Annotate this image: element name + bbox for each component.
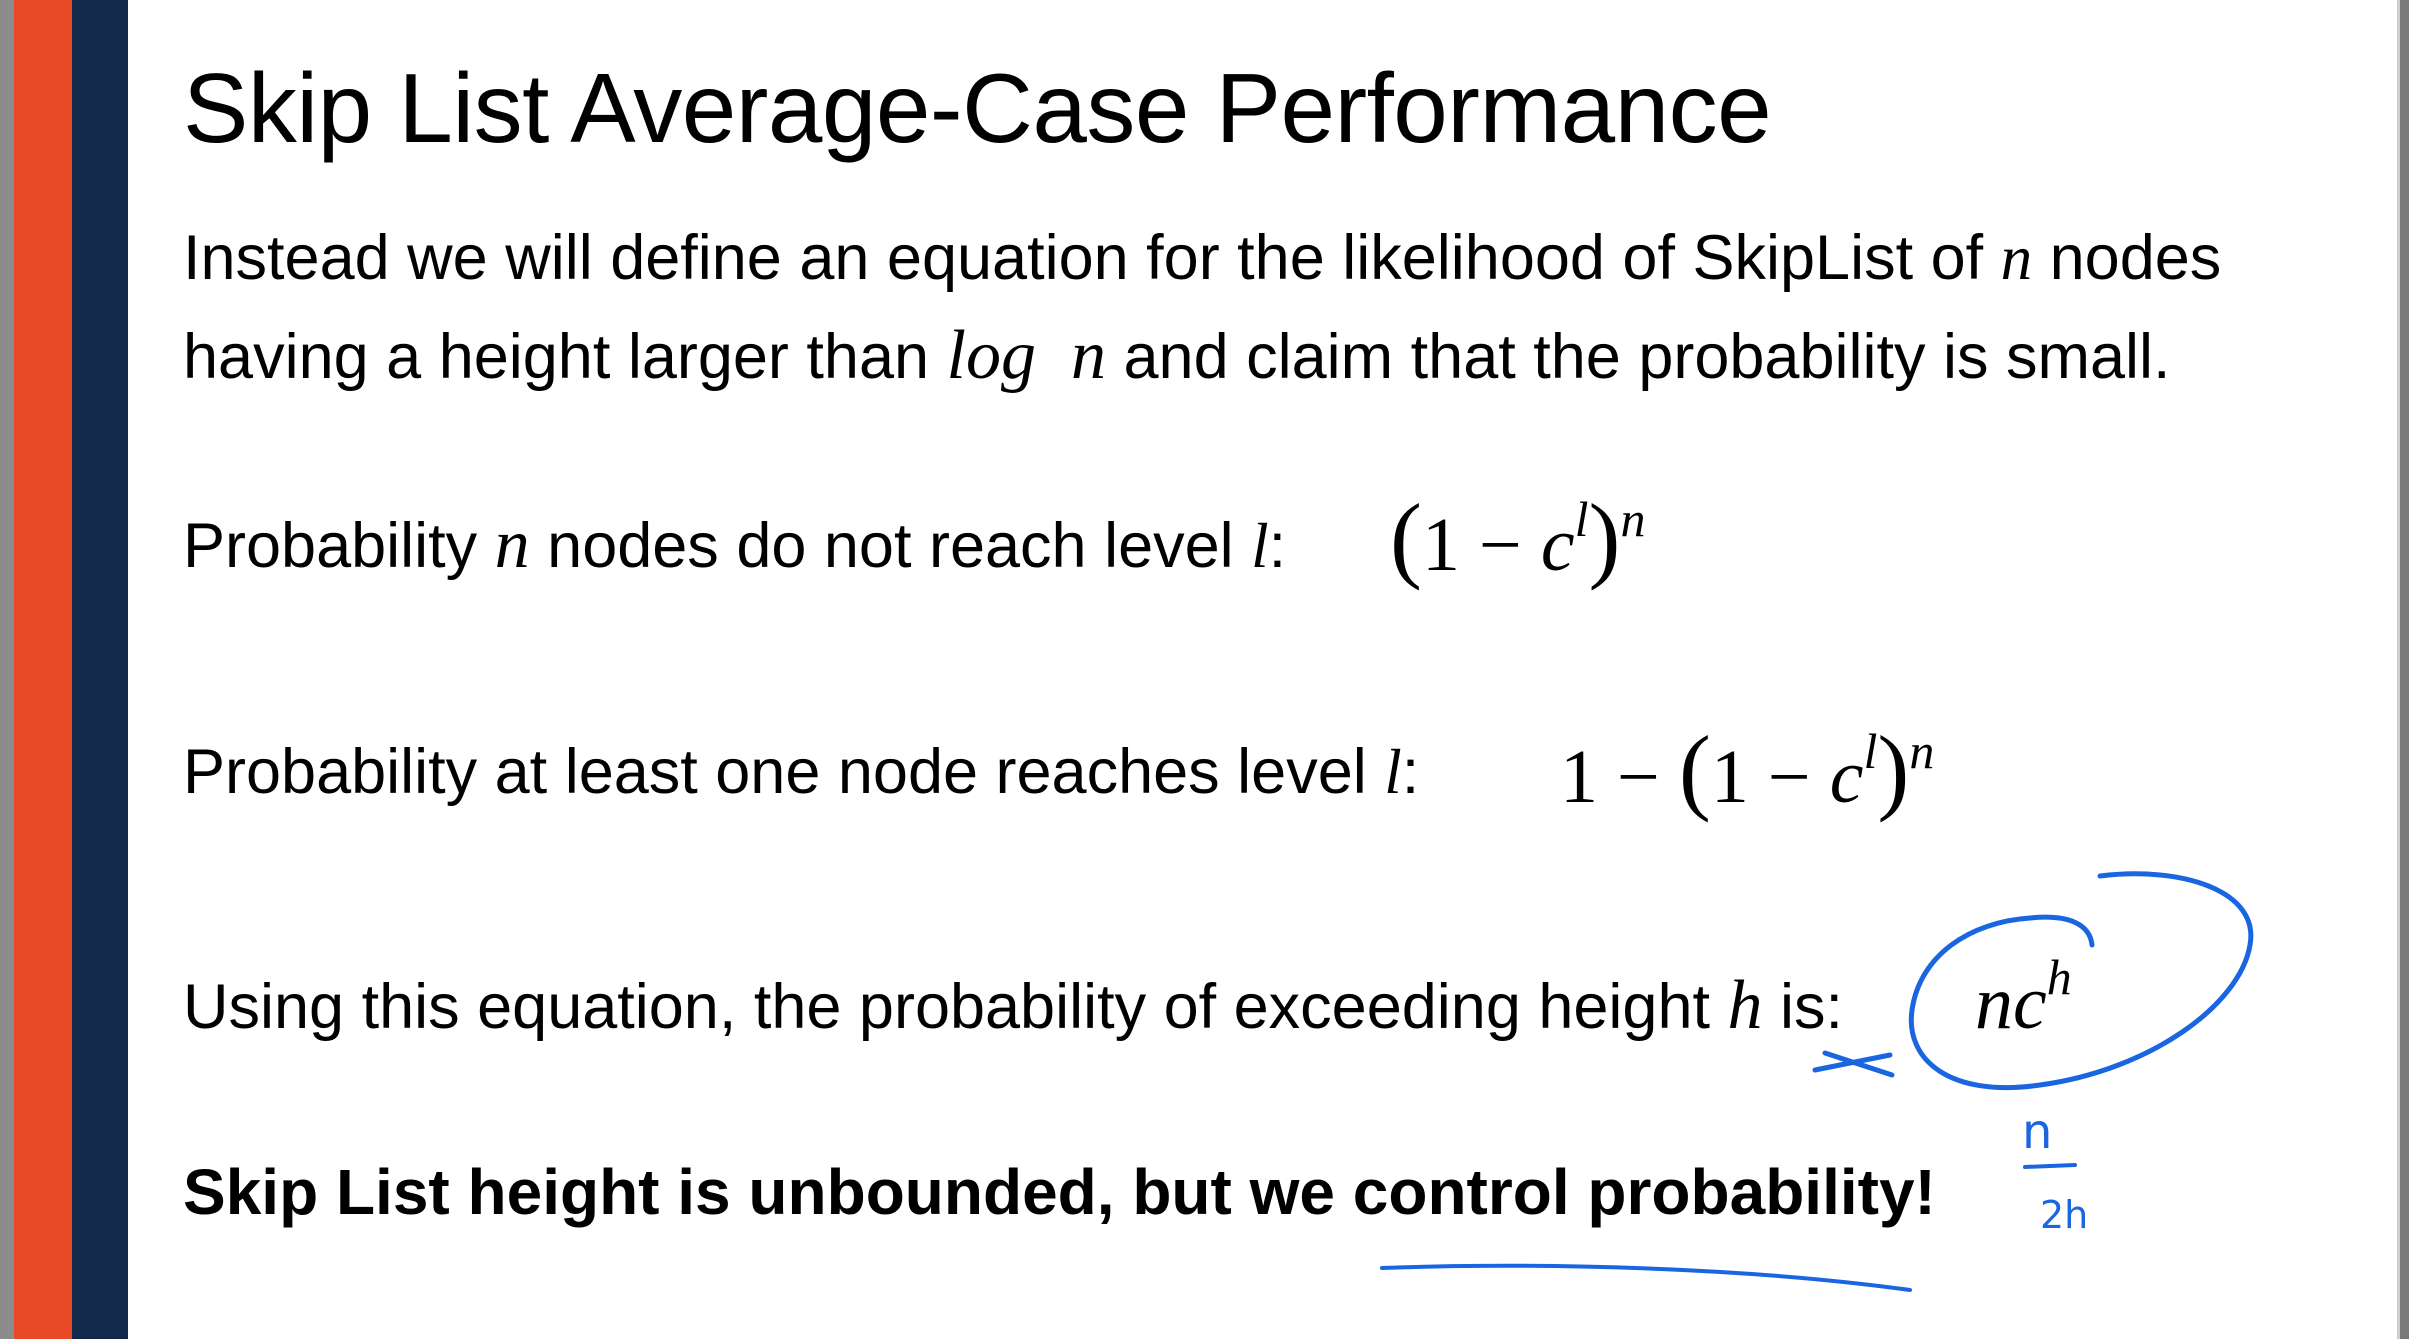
ink-fraction-denominator: 2h xyxy=(2040,1193,2088,1237)
f2-prefix: 1 − xyxy=(1560,735,1679,819)
f1-exp-n: n xyxy=(1620,491,1646,547)
f1-paren-close: ) xyxy=(1588,484,1621,591)
accent-bar-orange xyxy=(14,0,72,1339)
left-edge xyxy=(0,0,14,1339)
ink-fraction-bar xyxy=(2023,1163,2077,1169)
p1-text-2: nodes do not reach level xyxy=(529,511,1252,581)
f2-exp-n: n xyxy=(1909,723,1935,779)
p2-colon: : xyxy=(1401,737,1420,807)
formula-not-reach: (1 − cl)n xyxy=(1390,482,1645,593)
var-n-2: n xyxy=(1071,317,1107,394)
slide-title: Skip List Average-Case Performance xyxy=(183,53,1772,163)
ink-underline xyxy=(1380,1263,1912,1292)
p2-var-l: l xyxy=(1384,737,1402,807)
intro-line-1: Instead we will define an equation for t… xyxy=(183,222,2221,295)
intro-text-2-end: and claim that the probability is small. xyxy=(1106,322,2171,392)
intro-text-end: nodes xyxy=(2032,223,2222,293)
p3-text: Using this equation, the probability of … xyxy=(183,972,1728,1042)
ink-circle xyxy=(1908,871,2254,1091)
formula-reach: 1 − (1 − cl)n xyxy=(1560,714,1934,825)
accent-bar-navy xyxy=(72,0,128,1339)
right-edge xyxy=(2400,0,2409,1339)
ink-fraction-numerator: n xyxy=(2022,1104,2052,1160)
f1-c: c xyxy=(1540,503,1575,587)
p1-text: Probability xyxy=(183,511,495,581)
prob-line-2: Probability at least one node reaches le… xyxy=(183,736,1419,809)
p3-text-end: is: xyxy=(1762,972,1844,1042)
f2-c: c xyxy=(1829,735,1864,819)
log-symbol: log xyxy=(946,317,1036,394)
f1-exp-l: l xyxy=(1574,491,1589,547)
right-edge-inner xyxy=(2397,0,2400,1339)
f2-paren-close: ) xyxy=(1877,716,1910,823)
ink-mark-under-h xyxy=(1812,1050,1895,1078)
p1-var-l: l xyxy=(1251,511,1269,581)
conclusion-text: Skip List height is unbounded, but we co… xyxy=(183,1156,1936,1228)
f2-one-minus: 1 − xyxy=(1710,735,1830,819)
intro-line-2: having a height larger than log n and cl… xyxy=(183,316,2171,396)
f3-exp-h: h xyxy=(2046,949,2072,1005)
intro-text-2: having a height larger than xyxy=(183,322,947,392)
p2-text: Probability at least one node reaches le… xyxy=(183,737,1385,807)
prob-line-3: Using this equation, the probability of … xyxy=(183,966,1843,1046)
p1-colon: : xyxy=(1268,511,1287,581)
prob-line-1: Probability n nodes do not reach level l… xyxy=(183,505,1286,585)
f3-nc: nc xyxy=(1975,961,2047,1045)
f1-paren-open: ( xyxy=(1390,484,1422,591)
var-n: n xyxy=(2000,223,2033,293)
f2-exp-l: l xyxy=(1863,723,1878,779)
p3-var-h: h xyxy=(1727,967,1763,1044)
intro-text: Instead we will define an equation for t… xyxy=(183,223,2001,293)
f1-one-minus: 1 − xyxy=(1421,503,1541,587)
p1-var-n: n xyxy=(494,506,530,583)
f2-paren-open: ( xyxy=(1678,716,1711,823)
formula-exceed: nch xyxy=(1975,948,2072,1047)
